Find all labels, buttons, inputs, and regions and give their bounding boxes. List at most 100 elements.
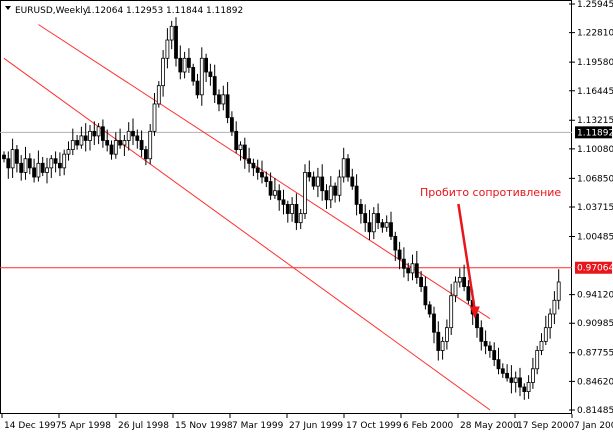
candle-body — [492, 350, 497, 361]
candle-body — [217, 94, 221, 105]
y-tick-label: 1.16445 — [577, 87, 613, 97]
candle-body — [182, 57, 187, 73]
candle-body — [341, 158, 346, 178]
candle-body — [14, 149, 19, 164]
candle-body — [311, 176, 316, 187]
candle-body — [32, 167, 36, 178]
candle-body — [58, 162, 62, 169]
ohlc-high-value: 1.12953 — [126, 6, 163, 16]
candle-body — [70, 140, 75, 151]
candle-body — [487, 345, 492, 351]
candle-body — [457, 277, 462, 283]
candle-body — [122, 140, 127, 146]
annotation-arrowhead — [469, 306, 480, 319]
candle-body — [509, 377, 514, 383]
candle-body — [290, 203, 295, 214]
y-tick-label: 1.10080 — [577, 145, 613, 155]
candle-body — [419, 277, 424, 287]
candle-body — [397, 249, 402, 260]
resistance-tag — [575, 261, 612, 274]
candle-body — [522, 386, 527, 392]
candle-body — [354, 185, 359, 205]
y-tick-label: 0.84620 — [577, 377, 613, 387]
candle-body — [234, 130, 239, 151]
candle-body — [531, 368, 535, 383]
candle-body — [535, 350, 540, 370]
candle-body — [186, 57, 191, 68]
candle-body — [221, 94, 226, 105]
candle-body — [229, 117, 234, 132]
candle-body — [139, 140, 144, 151]
candle-body — [208, 71, 213, 77]
candle-body — [178, 57, 183, 73]
candle-body — [23, 158, 28, 173]
candle-body — [109, 144, 114, 155]
x-tick-label: 6 Feb 2000 — [403, 421, 454, 431]
candle-body — [475, 313, 479, 329]
candle-body — [496, 359, 501, 370]
candle-body — [294, 203, 299, 224]
candle-body — [320, 176, 325, 192]
candle-body — [174, 25, 178, 59]
candle-body — [96, 126, 101, 137]
candle-body — [191, 67, 196, 82]
candle-body — [49, 158, 54, 169]
candle-body — [169, 25, 174, 41]
candle-body — [483, 340, 488, 347]
candle-body — [255, 167, 260, 173]
candle-body — [272, 190, 277, 196]
candle-body — [40, 162, 45, 173]
candle-body — [380, 222, 385, 228]
x-tick-label: 26 Jul 1998 — [118, 421, 169, 431]
candle-body — [165, 39, 170, 59]
candle-body — [539, 340, 544, 351]
y-tick-label: 1.13215 — [577, 116, 613, 126]
x-tick-label: 17 Sep 2000 — [517, 421, 574, 431]
candle-body — [105, 140, 110, 146]
candle-body — [462, 277, 467, 287]
candle-body — [414, 263, 419, 278]
candle-body — [401, 258, 406, 269]
candle-body — [143, 149, 148, 160]
candle-body — [53, 158, 58, 164]
ohlc-low-value: 1.11844 — [166, 6, 203, 16]
candle-body — [384, 222, 389, 228]
candle-body — [251, 162, 256, 169]
y-tick-label: 0.94120 — [577, 291, 613, 301]
x-tick-label: 14 Dec 1997 — [4, 421, 62, 431]
candle-body — [518, 377, 522, 388]
y-tick-label: 1.19580 — [577, 58, 613, 68]
candle-body — [526, 382, 531, 392]
annotation-text: Пробито сопротивление — [420, 186, 561, 199]
candle-body — [423, 286, 428, 306]
dropdown-triangle-icon[interactable] — [5, 6, 11, 10]
candle-body — [432, 313, 436, 333]
candle-body — [389, 222, 393, 237]
candle-body — [88, 130, 92, 141]
candle-body — [363, 213, 368, 224]
x-tick-label: 27 Jun 1999 — [289, 421, 343, 431]
channel-line-upper — [38, 24, 491, 319]
y-tick-label: 0.87755 — [577, 349, 613, 359]
candle-body — [548, 313, 552, 329]
candle-body — [66, 149, 71, 155]
candle-body — [148, 130, 153, 160]
candle-body — [358, 203, 363, 214]
x-tick-label: 7 Mar 1999 — [232, 421, 284, 431]
resistance-tag-label: 0.97064 — [577, 264, 613, 274]
candle-body — [45, 167, 49, 173]
candle-body — [505, 372, 510, 379]
candle-body — [367, 222, 372, 233]
candle-body — [500, 368, 505, 374]
symbol-timeframe-label: EURUSD,Weekly — [15, 6, 89, 16]
candle-body — [242, 144, 247, 160]
candle-body — [285, 203, 290, 214]
ohlc-open-value: 1.12064 — [86, 6, 123, 16]
candle-body — [324, 190, 329, 201]
candle-body — [199, 57, 204, 96]
candle-body — [264, 176, 269, 182]
y-tick-label: 1.22810 — [577, 29, 613, 39]
candle-body — [277, 190, 282, 201]
candle-body — [225, 94, 230, 119]
